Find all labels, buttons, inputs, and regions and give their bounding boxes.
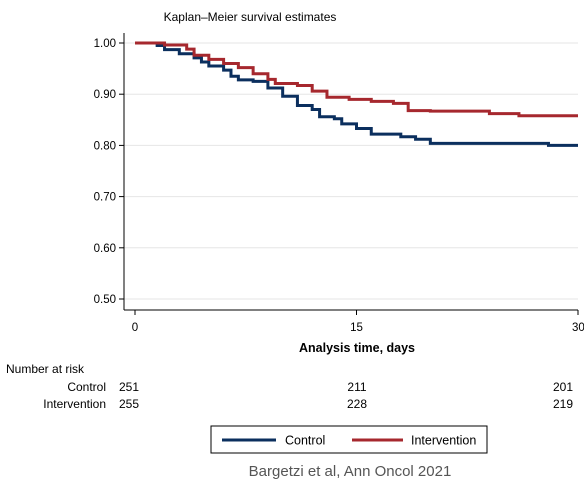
y-tick-label: 0.90	[94, 89, 116, 101]
x-tick-label: 15	[350, 322, 363, 334]
risk-table: Control 251 211 201 Intervention 255 228 219	[43, 380, 573, 411]
risk-row-label: Control	[67, 380, 106, 394]
legend-label-control: Control	[285, 434, 325, 448]
legend: Control Intervention	[210, 425, 488, 454]
y-tick-label: 0.60	[94, 243, 116, 255]
y-tick-label: 0.50	[94, 294, 116, 306]
x-axis-ticks: 0 15 30	[132, 310, 584, 334]
risk-row-label: Intervention	[43, 397, 106, 411]
risk-value: 228	[347, 397, 367, 411]
legend-label-intervention: Intervention	[411, 434, 476, 448]
risk-value: 251	[119, 380, 139, 394]
x-axis-label: Analysis time, days	[299, 341, 415, 355]
risk-value: 219	[553, 397, 573, 411]
series-lines	[135, 41, 578, 147]
risk-value: 255	[119, 397, 139, 411]
citation-caption: Bargetzi et al, Ann Oncol 2021	[249, 463, 452, 480]
risk-value: 211	[347, 380, 366, 394]
risk-value: 201	[553, 380, 573, 394]
series-line-control	[135, 41, 578, 147]
x-tick-label: 0	[132, 322, 138, 334]
y-tick-label: 1.00	[94, 38, 116, 50]
risk-table-header: Number at risk	[6, 362, 85, 376]
y-tick-label: 0.80	[94, 140, 116, 152]
y-tick-label: 0.70	[94, 192, 116, 204]
grid-lines	[124, 42, 578, 300]
chart-title: Kaplan–Meier survival estimates	[164, 10, 337, 24]
x-tick-label: 30	[572, 322, 584, 334]
axes	[123, 33, 578, 311]
y-axis-ticks: 1.00 0.90 0.80 0.70 0.60 0.50	[94, 38, 124, 306]
series-line-intervention	[135, 41, 578, 118]
